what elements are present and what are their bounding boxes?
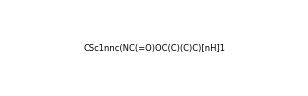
Text: CSc1nnc(NC(=O)OC(C)(C)C)[nH]1: CSc1nnc(NC(=O)OC(C)(C)C)[nH]1 <box>83 43 225 53</box>
